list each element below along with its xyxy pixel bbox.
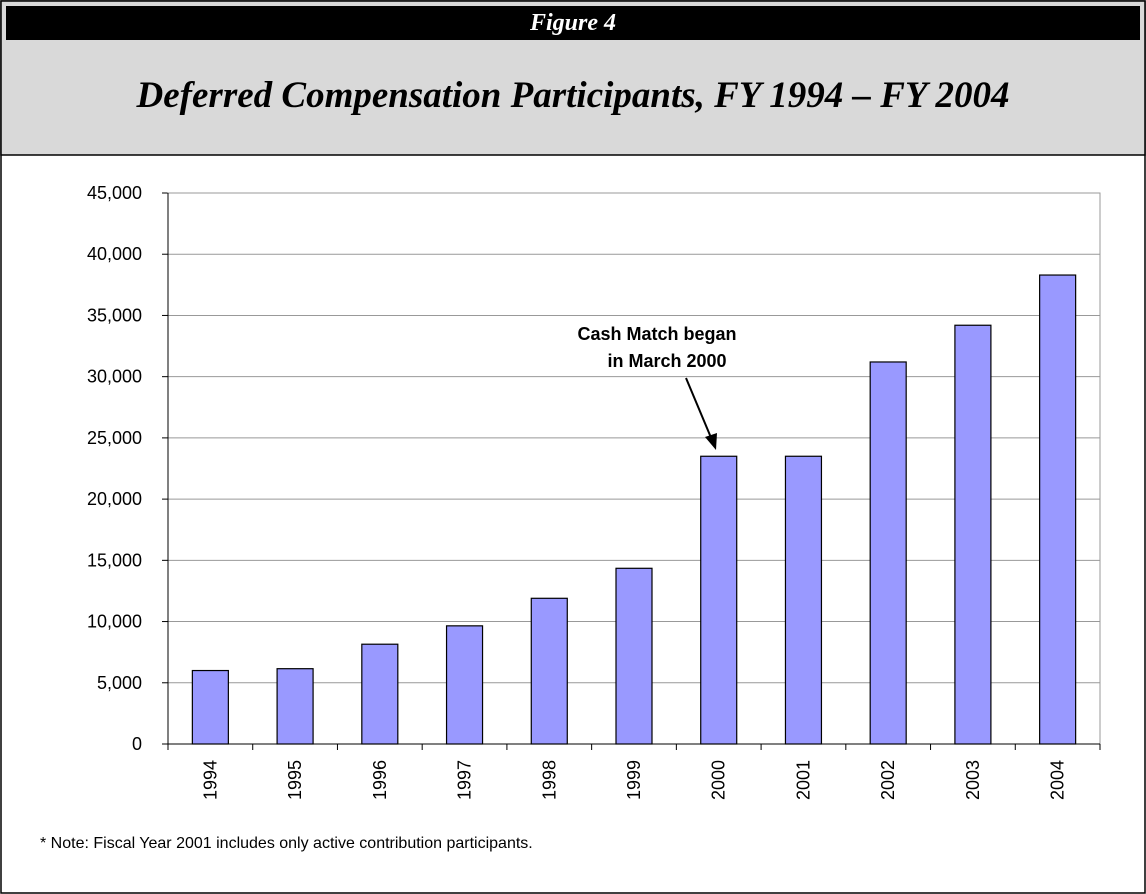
note: * Note: Fiscal Year 2001 includes only a… xyxy=(40,835,533,852)
bar xyxy=(700,455,738,745)
x-tick-label: 2001 xyxy=(793,760,813,800)
x-tick-label: 2003 xyxy=(963,760,983,800)
bar xyxy=(954,324,992,745)
annotation-arrow xyxy=(685,377,713,441)
x-tick-label: 1998 xyxy=(539,760,559,800)
y-tick-label: 40,000 xyxy=(87,244,142,264)
bar xyxy=(276,668,314,745)
bar xyxy=(530,597,568,745)
y-tick-label: 5,000 xyxy=(97,673,142,693)
bar xyxy=(1039,274,1077,745)
x-tick-label: 1995 xyxy=(285,760,305,800)
y-tick-label: 35,000 xyxy=(87,305,142,325)
y-tick-label: 15,000 xyxy=(87,550,142,570)
bar xyxy=(191,669,229,745)
y-tick-label: 25,000 xyxy=(87,428,142,448)
bar xyxy=(445,625,484,745)
x-tick-label: 2002 xyxy=(878,760,898,800)
y-tick-label: 30,000 xyxy=(87,367,142,387)
x-tick-label: 1999 xyxy=(624,760,644,800)
figure-label: Figure 4 xyxy=(529,10,616,36)
annotation: Cash Match began xyxy=(577,324,736,344)
x-tick-label: 1994 xyxy=(200,760,220,800)
bar xyxy=(361,643,399,745)
y-tick-label: 20,000 xyxy=(87,489,142,509)
bar xyxy=(615,567,653,745)
x-tick-label: 1997 xyxy=(455,760,475,800)
figure-label-bar xyxy=(6,6,1140,40)
x-tick-label: 2004 xyxy=(1048,760,1068,800)
chart-title: Deferred Compensation Participants, FY 1… xyxy=(136,75,1010,116)
annotation-arrowhead xyxy=(705,433,717,450)
y-tick-label: 10,000 xyxy=(87,612,142,632)
annotation: in March 2000 xyxy=(607,351,726,371)
bar xyxy=(784,455,823,745)
y-tick-label: 0 xyxy=(132,734,142,754)
y-tick-label: 45,000 xyxy=(87,183,142,203)
x-tick-label: 2000 xyxy=(709,760,729,800)
x-tick-label: 1996 xyxy=(370,760,390,800)
bar xyxy=(869,361,907,745)
